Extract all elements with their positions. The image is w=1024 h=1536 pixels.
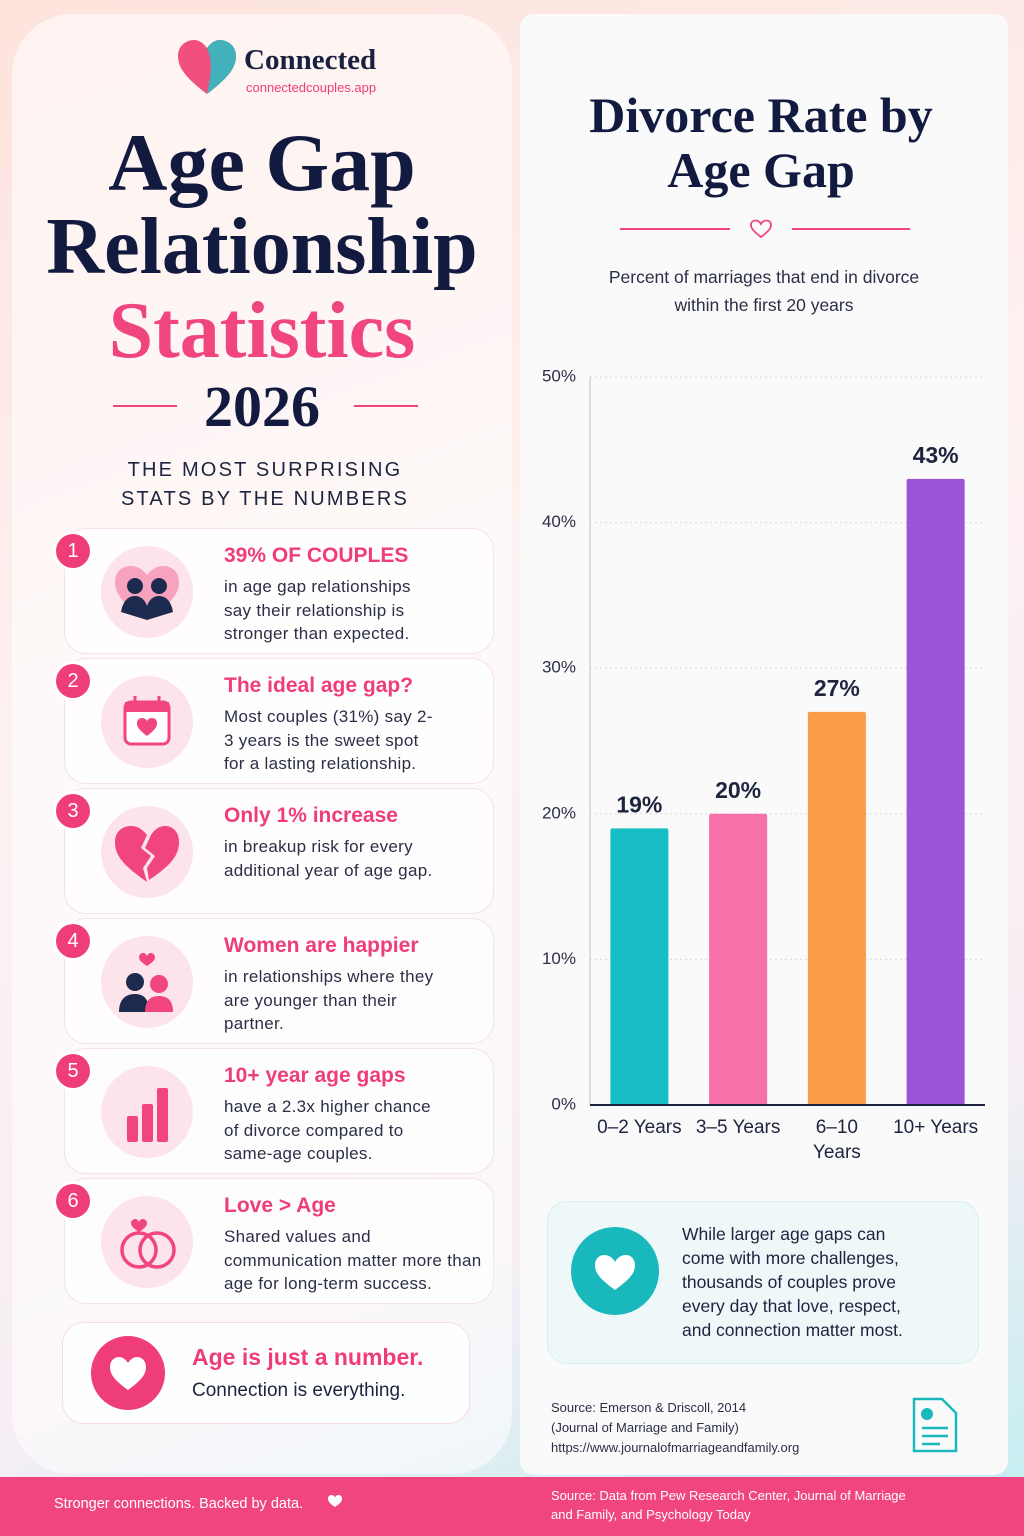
divider-heart [750, 219, 772, 239]
stat-icon-graphic [123, 696, 171, 746]
x-tick-label: 10+ Years [893, 1117, 979, 1138]
stat-icon-graphic [127, 1088, 168, 1142]
stat-icon [101, 546, 193, 638]
footer-left: Stronger connections. Backed by data. [54, 1496, 304, 1512]
stat-headline: Only 1% increase [224, 804, 398, 827]
tagline-title: Age is just a number. [192, 1344, 424, 1370]
bar [807, 711, 866, 1105]
footer-heart [328, 1495, 342, 1507]
stat-text: have a 2.3x higher chance of divorce com… [224, 1097, 431, 1163]
stat-icon [101, 1196, 193, 1288]
footer-right: Source: Data from Pew Research Center, J… [551, 1488, 906, 1522]
x-tick-label: 0–2 Years [597, 1117, 682, 1138]
y-tick-label: 0% [551, 1094, 576, 1113]
stat-icon [101, 1066, 193, 1158]
y-tick-label: 20% [542, 803, 576, 822]
source-url: https://www.journalofmarriageandfamily.o… [551, 1440, 800, 1455]
value-label: 43% [913, 442, 959, 468]
tagline-text: Connection is everything. [192, 1380, 406, 1401]
stat-number: 4 [56, 924, 90, 958]
stat-text: in breakup risk for every additional yea… [224, 837, 433, 880]
logo-icon [178, 40, 236, 94]
stat-icon-graphic [119, 953, 173, 1012]
document-icon [912, 1397, 958, 1453]
stat-headline: 10+ year age gaps [224, 1064, 406, 1087]
chart-title: Divorce Rate by Age Gap [589, 87, 933, 198]
stat-number: 5 [56, 1054, 90, 1088]
stat-number: 2 [56, 664, 90, 698]
stat-icon-graphic [115, 826, 179, 882]
stat-icon [101, 806, 193, 898]
chart: 0% 10% 20% 30% 40% 50% 19% 20% 27% 43% [542, 366, 985, 1113]
stat-icon [101, 676, 193, 768]
chart-subtitle: Percent of marriages that end in divorce… [608, 267, 920, 315]
subtitle: THE MOST SURPRISING STATS BY THE NUMBERS [120, 459, 410, 510]
stat-headline: Women are happier [224, 934, 419, 957]
title-line: Age Gap [108, 117, 416, 208]
source-text: Emerson & Driscoll, 2014 [599, 1400, 747, 1415]
value-label: 19% [616, 791, 662, 817]
brand-url: connectedcouples.app [246, 80, 377, 95]
stat-number: 3 [56, 794, 90, 828]
title-line: Statistics [108, 287, 416, 375]
callout-text: While larger age gaps can come with more… [682, 1224, 903, 1340]
bar [906, 478, 965, 1105]
stat-headline: 39% OF COUPLES [224, 544, 409, 567]
divider [620, 228, 730, 230]
title-line: Relationship [46, 203, 478, 291]
brand-name: Connected [244, 44, 377, 76]
divider [113, 405, 177, 407]
stat-headline: The ideal age gap? [224, 674, 414, 697]
title-year: 2026 [204, 374, 320, 439]
stat-text: in relationships where they are younger … [224, 967, 434, 1033]
y-tick-label: 10% [542, 949, 576, 968]
y-tick-label: 40% [542, 512, 576, 531]
stat-text: Most couples (31%) say 2-3 years is the … [224, 707, 433, 773]
tagline-icon [91, 1336, 165, 1410]
stat-text: in age gap relationships say their relat… [224, 577, 411, 643]
stat-number: 6 [56, 1184, 90, 1218]
divider [792, 228, 910, 230]
bar [709, 813, 768, 1105]
value-label: 27% [814, 675, 860, 701]
divider [354, 405, 418, 407]
footer [0, 1477, 1024, 1536]
source-label: Source: [551, 1400, 596, 1415]
x-tick-label: 3–5 Years [695, 1117, 781, 1138]
stat-headline: Love > Age [224, 1194, 336, 1217]
y-tick-label: 50% [542, 366, 576, 385]
y-tick-label: 30% [542, 658, 576, 677]
source-journal: (Journal of Marriage and Family) [551, 1420, 739, 1435]
stat-text: Shared values and communication matter m… [224, 1227, 482, 1293]
callout-icon [571, 1227, 659, 1315]
stat-icon [101, 936, 193, 1028]
source: Source: Emerson & Driscoll, 2014 (Journa… [551, 1398, 799, 1458]
stat-number: 1 [56, 534, 90, 568]
bar [610, 828, 669, 1105]
value-label: 20% [715, 777, 761, 803]
stat-icon-graphic [115, 566, 179, 620]
stat-icon-graphic [120, 1219, 176, 1269]
x-tick-label: 6–10 Years [812, 1117, 861, 1163]
